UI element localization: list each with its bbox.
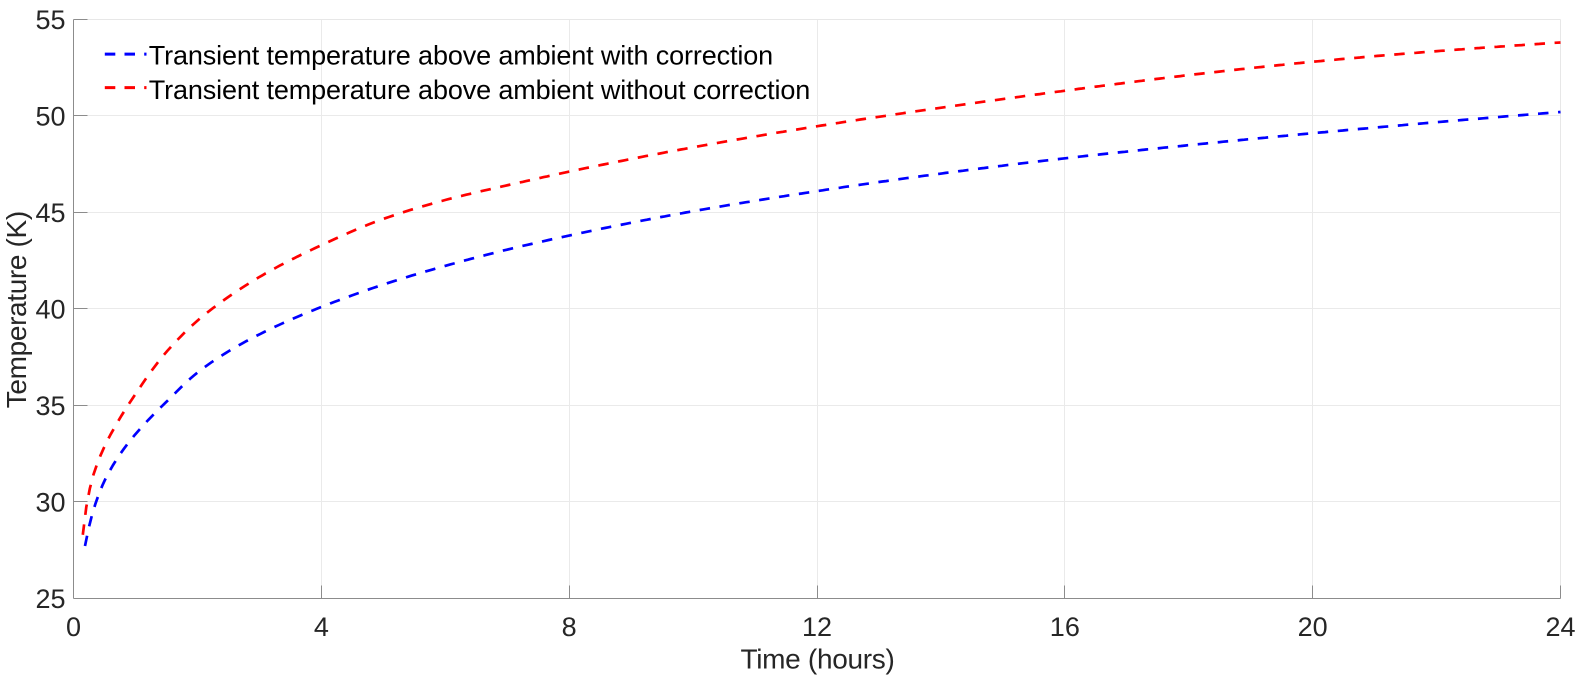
x-axis-label: Time (hours) — [740, 644, 894, 675]
y-tick-labels: 25 30 35 40 45 50 55 — [35, 5, 65, 614]
y-tick-label: 35 — [35, 391, 65, 421]
gridlines — [73, 19, 1561, 599]
x-tick-label: 12 — [802, 612, 832, 642]
y-tick-label: 45 — [35, 198, 65, 228]
y-tick-label: 55 — [35, 5, 65, 35]
x-tick-label: 8 — [562, 612, 577, 642]
y-tick-label: 30 — [35, 487, 65, 517]
legend: Transient temperature above ambient with… — [104, 41, 810, 105]
y-tick-label: 40 — [35, 294, 65, 324]
series-without-correction-line — [81, 41, 1561, 535]
x-tick-label: 0 — [66, 612, 81, 642]
y-axis-label: Temperature (K) — [1, 211, 32, 408]
y-tick-label: 25 — [35, 584, 65, 614]
x-tick-label: 20 — [1298, 612, 1328, 642]
axes-box-far-edges — [73, 19, 1561, 599]
x-tick-label: 24 — [1545, 612, 1575, 642]
y-tick-label: 50 — [35, 101, 65, 131]
legend-label-without-correction: Transient temperature above ambient with… — [149, 75, 810, 105]
tick-marks — [73, 19, 1561, 599]
legend-label-with-correction: Transient temperature above ambient with… — [149, 41, 773, 71]
x-tick-labels: 0 4 8 12 16 20 24 — [66, 612, 1576, 642]
x-tick-label: 4 — [314, 612, 329, 642]
series-with-correction-line — [83, 110, 1561, 547]
x-tick-label: 16 — [1050, 612, 1080, 642]
